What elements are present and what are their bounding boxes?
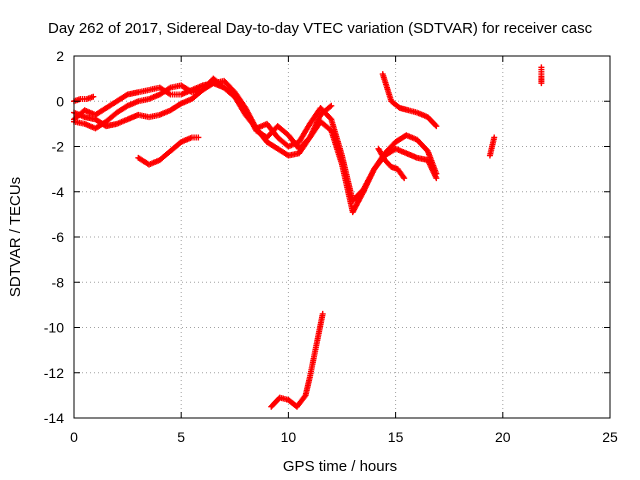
- data-point: [319, 310, 326, 317]
- series-arc-6: [268, 310, 326, 410]
- y-tick-label: -14: [44, 410, 64, 426]
- y-tick-label: -8: [52, 274, 65, 290]
- x-tick-label: 5: [177, 429, 185, 445]
- data-point: [491, 134, 498, 141]
- y-tick-label: 0: [56, 93, 64, 109]
- y-tick-label: -4: [52, 184, 65, 200]
- data-point: [401, 175, 408, 182]
- data-point: [90, 93, 97, 100]
- series-arc-5: [135, 134, 202, 168]
- y-tick-label: 2: [56, 48, 64, 64]
- plot-area: [71, 64, 545, 410]
- y-tick-label: -6: [52, 229, 65, 245]
- data-point: [327, 103, 334, 110]
- series-arc-8: [375, 145, 408, 182]
- y-tick-label: -2: [52, 139, 65, 155]
- data-point: [432, 122, 439, 129]
- data-point: [433, 123, 440, 130]
- y-tick-label: -12: [44, 365, 64, 381]
- data-point: [209, 80, 216, 87]
- x-tick-label: 15: [388, 429, 404, 445]
- grid-lines: [74, 56, 610, 418]
- data-point: [400, 173, 407, 180]
- y-axis-label: SDTVAR / TECUs: [7, 177, 24, 297]
- data-point: [538, 80, 545, 87]
- x-tick-label: 25: [602, 429, 618, 445]
- data-point: [328, 102, 335, 109]
- series-arc-9: [486, 134, 498, 159]
- series-arc-10: [538, 64, 545, 87]
- x-axis-label: GPS time / hours: [283, 458, 397, 475]
- series-arc-3: [71, 77, 440, 216]
- x-tick-label: 20: [495, 429, 511, 445]
- chart-title: Day 262 of 2017, Sidereal Day-to-day VTE…: [48, 20, 593, 37]
- x-tick-label: 0: [70, 429, 78, 445]
- data-point: [433, 175, 440, 182]
- series-arc-4: [71, 93, 97, 105]
- x-tick-label: 10: [281, 429, 297, 445]
- series-arc-7: [379, 71, 440, 130]
- y-tick-label: -10: [44, 320, 64, 336]
- data-point: [195, 134, 202, 141]
